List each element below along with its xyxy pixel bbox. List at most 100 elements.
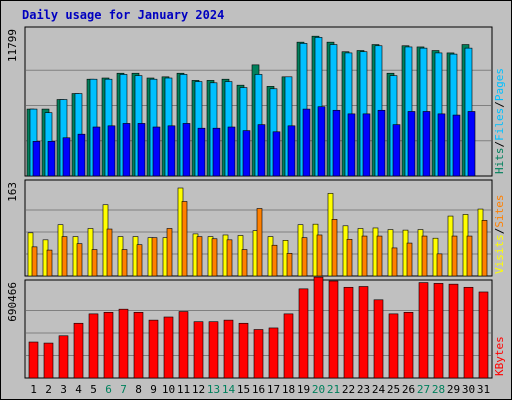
x-tick-label-22: 22 — [342, 383, 355, 396]
x-tick-label-20: 20 — [312, 383, 325, 396]
legend-item-visits-0: Visits — [493, 234, 506, 274]
bar-visits-sites-1 — [31, 246, 38, 277]
panel-visits-legend: Visits/Sites — [493, 195, 506, 275]
bar-visits-sites-23 — [361, 235, 368, 277]
panel-hits-ymax-label: 11799 — [6, 29, 19, 62]
bar-kbytes-kbytes-9 — [148, 319, 159, 379]
bar-kbytes-kbytes-5 — [88, 313, 99, 379]
bar-visits-sites-11 — [181, 201, 188, 277]
legend-item-hits-3: / — [493, 101, 506, 108]
bar-kbytes-kbytes-3 — [58, 335, 69, 379]
x-tick-label-5: 5 — [90, 383, 97, 396]
bar-hits-pages-20 — [317, 106, 326, 177]
bar-hits-pages-15 — [242, 130, 251, 177]
bar-visits-sites-8 — [136, 244, 143, 277]
bar-kbytes-kbytes-26 — [403, 312, 414, 379]
bar-hits-pages-16 — [257, 124, 266, 177]
bar-hits-pages-3 — [62, 137, 71, 177]
bar-kbytes-kbytes-18 — [283, 313, 294, 379]
x-tick-label-17: 17 — [267, 383, 280, 396]
bar-hits-pages-22 — [347, 113, 356, 177]
bar-kbytes-kbytes-24 — [373, 299, 384, 379]
bar-kbytes-kbytes-15 — [238, 322, 249, 379]
x-tick-label-2: 2 — [45, 383, 52, 396]
bar-kbytes-kbytes-8 — [133, 312, 144, 379]
bar-visits-sites-4 — [76, 243, 83, 277]
bar-hits-pages-28 — [437, 113, 446, 177]
legend-item-visits-2: Sites — [493, 195, 506, 228]
bar-visits-sites-17 — [271, 244, 278, 277]
bar-kbytes-kbytes-4 — [73, 322, 84, 379]
bar-kbytes-kbytes-27 — [418, 282, 429, 379]
bar-visits-sites-14 — [226, 239, 233, 277]
x-tick-label-23: 23 — [357, 383, 370, 396]
bar-visits-sites-9 — [151, 237, 158, 277]
panel-kbytes-ymax-label: 690466 — [6, 282, 19, 322]
bar-visits-sites-3 — [61, 236, 68, 277]
bar-kbytes-kbytes-1 — [28, 341, 39, 379]
x-tick-label-24: 24 — [372, 383, 386, 396]
bar-hits-pages-17 — [272, 131, 281, 177]
bar-hits-pages-7 — [122, 123, 131, 177]
bar-hits-pages-26 — [407, 111, 416, 177]
x-tick-label-4: 4 — [75, 383, 82, 396]
bar-hits-pages-10 — [167, 125, 176, 177]
bar-hits-pages-29 — [452, 114, 461, 177]
x-tick-label-19: 19 — [297, 383, 310, 396]
panel-kbytes-legend: KBytes — [493, 336, 506, 376]
bar-visits-sites-25 — [391, 247, 398, 277]
bar-hits-pages-1 — [32, 141, 41, 177]
x-tick-label-16: 16 — [252, 383, 265, 396]
bar-visits-sites-26 — [406, 242, 413, 277]
x-tick-label-30: 30 — [462, 383, 475, 396]
bar-kbytes-kbytes-28 — [433, 283, 444, 379]
legend-item-kbytes-0: KBytes — [493, 336, 506, 376]
x-tick-label-15: 15 — [237, 383, 250, 396]
bar-visits-sites-6 — [106, 228, 113, 277]
bar-hits-pages-9 — [152, 126, 161, 177]
bar-hits-pages-4 — [77, 133, 86, 177]
x-tick-label-7: 7 — [120, 383, 127, 396]
bar-kbytes-kbytes-10 — [163, 316, 174, 379]
bar-visits-sites-29 — [451, 235, 458, 277]
bar-kbytes-kbytes-14 — [223, 319, 234, 379]
bar-visits-sites-10 — [166, 228, 173, 277]
bar-kbytes-kbytes-6 — [103, 312, 114, 379]
x-tick-label-6: 6 — [105, 383, 112, 396]
bar-visits-sites-12 — [196, 236, 203, 277]
bar-hits-pages-30 — [467, 111, 476, 177]
bar-visits-sites-31 — [481, 220, 488, 277]
x-tick-label-29: 29 — [447, 383, 460, 396]
bar-hits-pages-14 — [227, 126, 236, 177]
bar-kbytes-kbytes-30 — [463, 286, 474, 379]
x-tick-label-3: 3 — [60, 383, 67, 396]
bar-kbytes-kbytes-12 — [193, 321, 204, 379]
x-tick-label-13: 13 — [207, 383, 220, 396]
bar-kbytes-kbytes-31 — [478, 291, 489, 379]
chart-title: Daily usage for January 2024 — [22, 8, 224, 22]
bar-visits-sites-27 — [421, 235, 428, 277]
bar-hits-pages-18 — [287, 125, 296, 177]
bar-kbytes-kbytes-7 — [118, 308, 129, 379]
bar-kbytes-kbytes-29 — [448, 283, 459, 379]
bar-visits-sites-21 — [331, 219, 338, 277]
bar-visits-sites-22 — [346, 238, 353, 277]
bar-visits-sites-5 — [91, 249, 98, 277]
bar-hits-pages-24 — [377, 109, 386, 177]
x-tick-label-28: 28 — [432, 383, 445, 396]
bar-visits-sites-18 — [286, 253, 293, 277]
bar-hits-pages-13 — [212, 127, 221, 177]
bar-visits-sites-13 — [211, 238, 218, 277]
x-tick-label-21: 21 — [327, 383, 340, 396]
bar-hits-pages-19 — [302, 108, 311, 177]
x-tick-label-27: 27 — [417, 383, 430, 396]
bar-kbytes-kbytes-17 — [268, 327, 279, 379]
bar-visits-sites-24 — [376, 235, 383, 277]
panel-hits-legend: Hits/Files/Pages — [493, 68, 506, 174]
legend-item-hits-2: Files — [493, 108, 506, 141]
bar-kbytes-kbytes-2 — [43, 342, 54, 379]
x-tick-label-31: 31 — [477, 383, 490, 396]
bar-visits-sites-7 — [121, 249, 128, 277]
bar-kbytes-kbytes-16 — [253, 329, 264, 379]
